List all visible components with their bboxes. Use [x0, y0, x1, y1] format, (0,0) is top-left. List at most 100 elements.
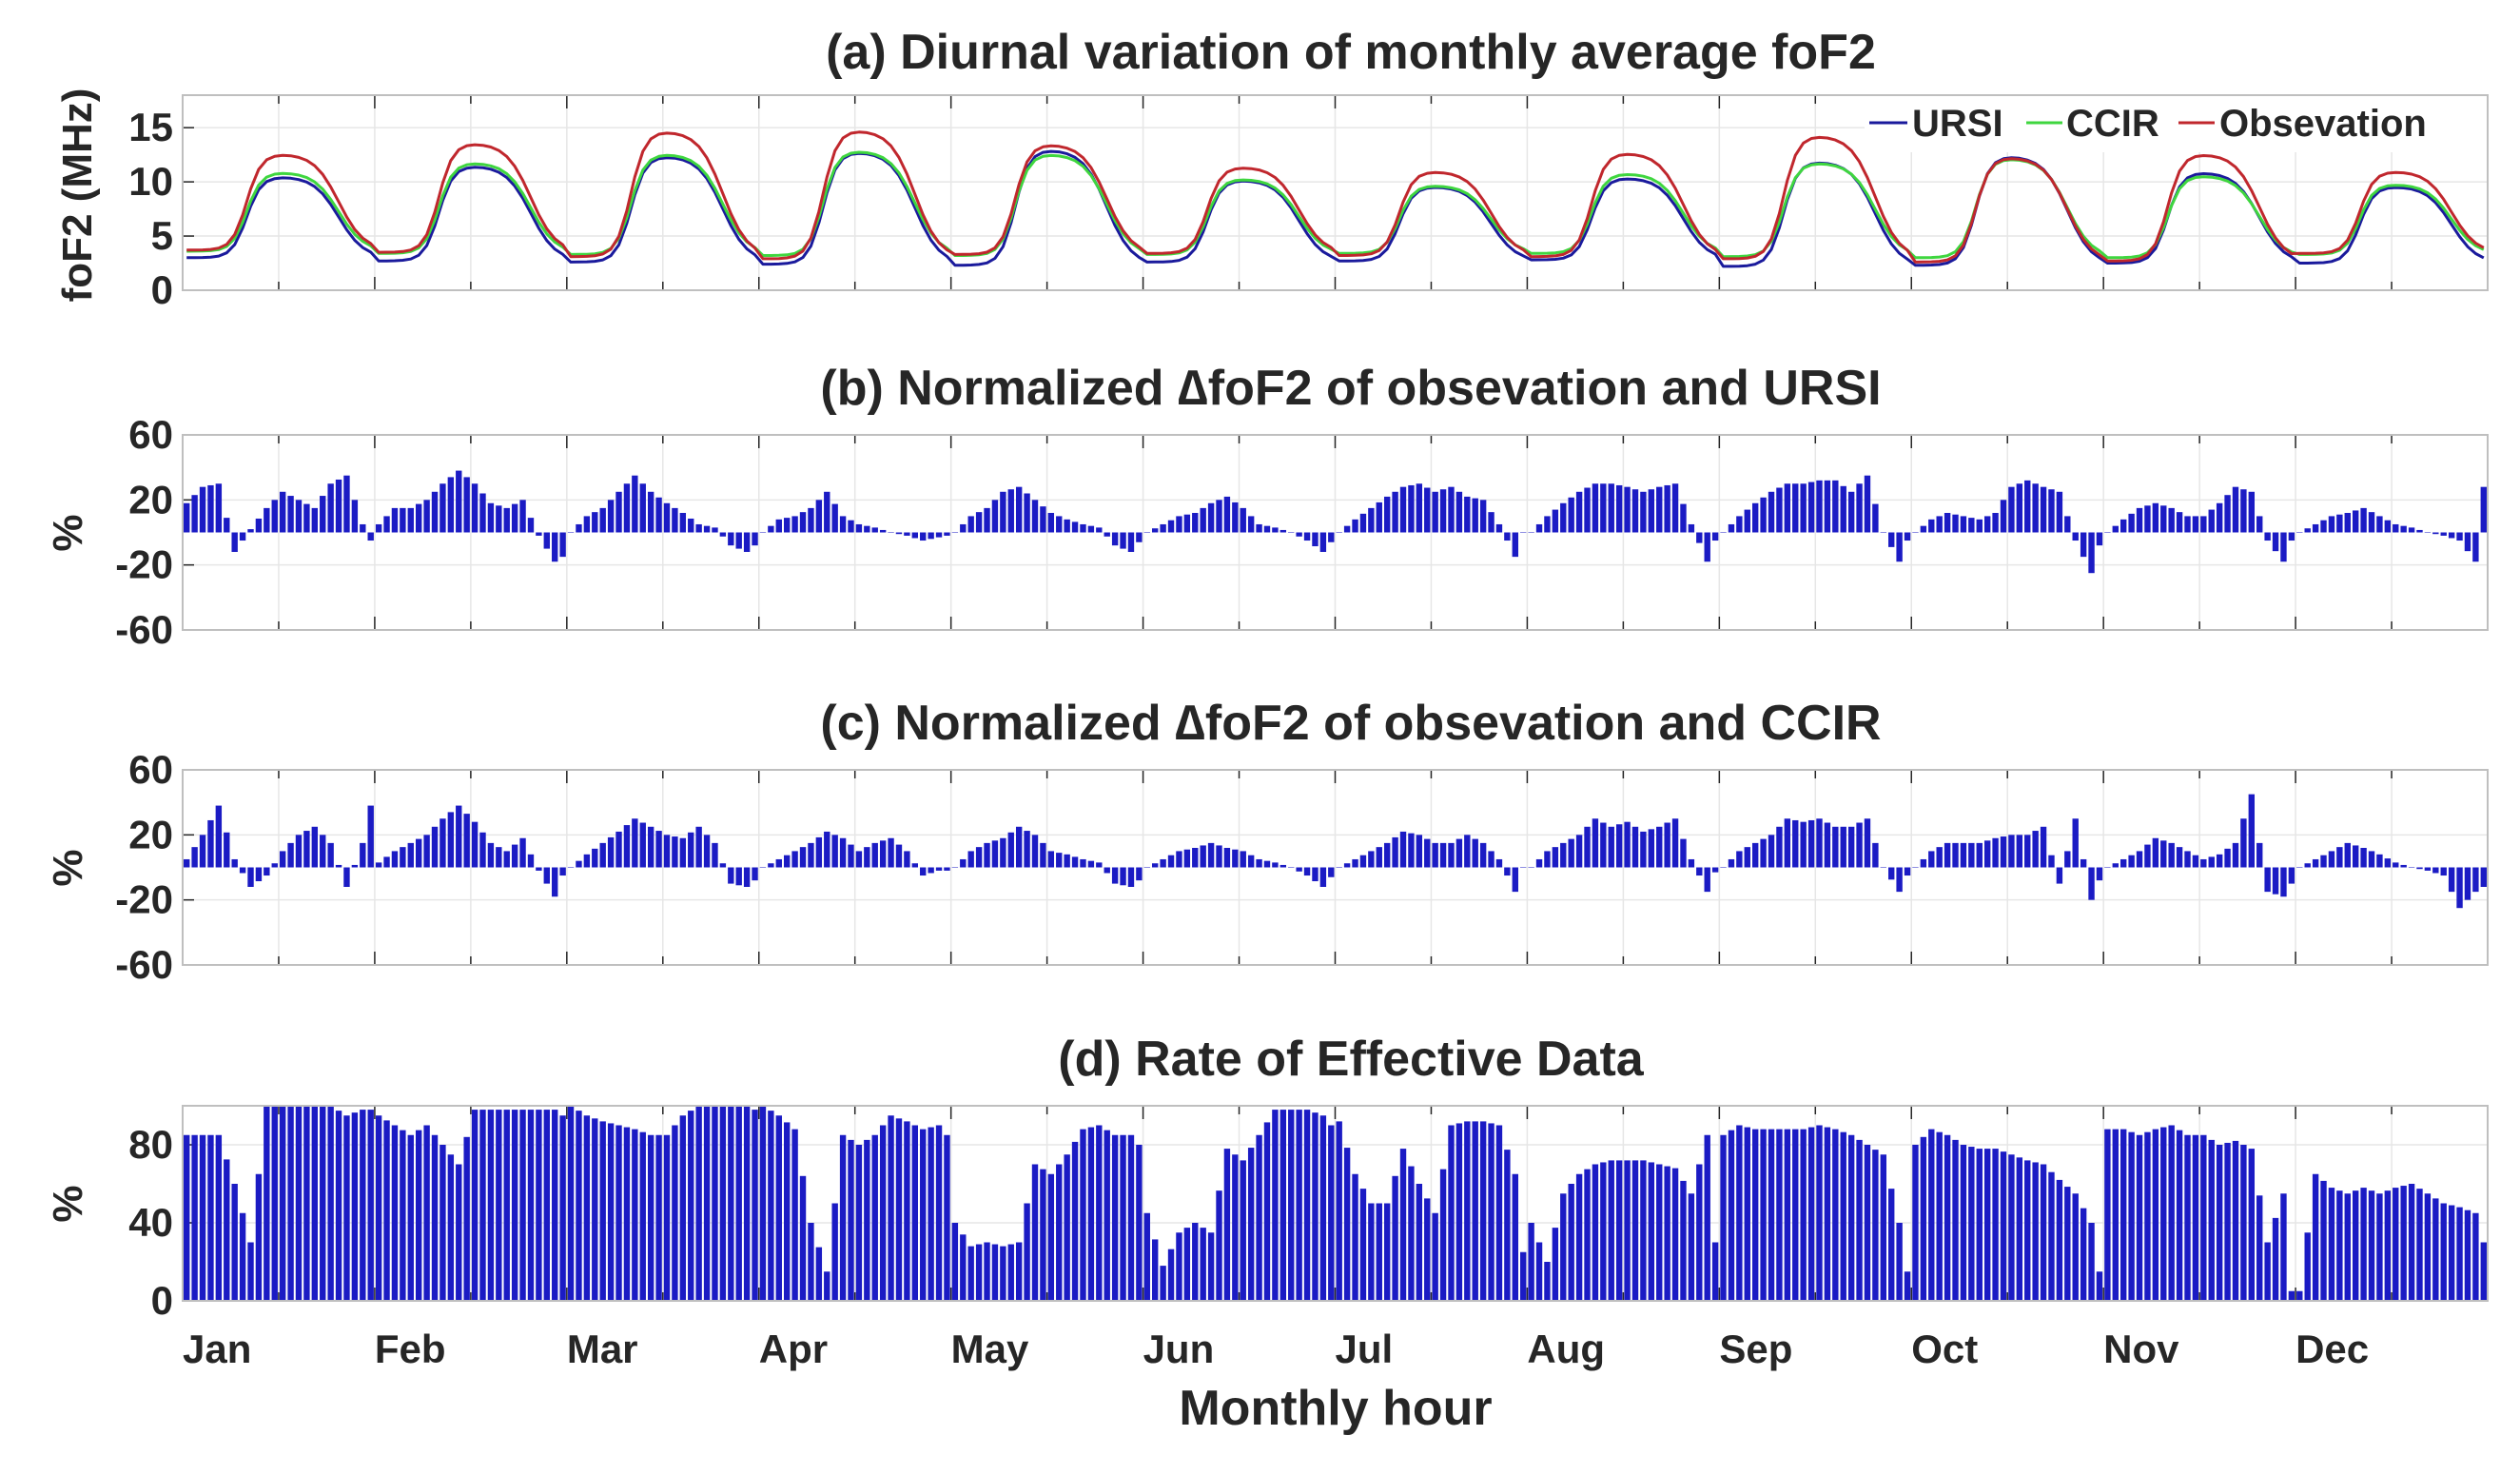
bar — [592, 1118, 598, 1301]
bar — [2168, 842, 2175, 868]
bar — [343, 1115, 350, 1301]
bar — [1680, 503, 1687, 533]
bar — [2088, 532, 2095, 574]
bar — [1792, 1129, 1799, 1301]
bar — [759, 867, 767, 868]
bar — [1928, 1129, 1935, 1301]
bar — [1408, 1166, 1415, 1301]
bar — [1071, 856, 1079, 868]
bar — [623, 1127, 631, 1301]
bar — [1488, 851, 1494, 868]
bar — [1872, 503, 1879, 533]
bar — [1704, 1134, 1710, 1301]
bar — [239, 1212, 246, 1301]
bar — [247, 867, 254, 887]
month-label-sep: Sep — [1719, 1327, 1792, 1371]
bar — [1671, 1168, 1679, 1301]
bar — [2224, 495, 2231, 533]
bar — [2328, 1188, 2335, 1301]
bar — [2448, 1205, 2455, 1301]
bar — [2168, 507, 2175, 533]
bar — [1359, 513, 1367, 533]
bar — [2096, 867, 2103, 881]
bar — [743, 867, 751, 887]
bar — [207, 819, 214, 868]
bar — [2424, 1193, 2432, 1301]
bar — [1368, 1203, 1375, 1301]
bar — [1288, 532, 1295, 533]
bar — [848, 520, 854, 533]
bar — [1720, 1134, 1727, 1301]
bar — [655, 1134, 662, 1301]
bar — [1776, 826, 1783, 868]
bar — [1183, 849, 1191, 868]
bar — [1896, 532, 1903, 562]
bar — [1600, 1162, 1607, 1301]
bar — [1520, 1251, 1527, 1301]
bar — [1455, 838, 1463, 868]
bar — [1752, 842, 1759, 868]
bar — [1872, 842, 1879, 868]
bar — [1408, 484, 1415, 533]
bar — [1504, 1150, 1511, 1302]
bar — [1143, 1212, 1150, 1301]
bar — [2024, 1160, 2031, 1301]
bar — [303, 503, 310, 533]
bar — [2184, 516, 2191, 533]
bar — [599, 1121, 606, 1301]
bar — [1600, 483, 1607, 533]
bar — [1847, 491, 1855, 533]
bar — [391, 507, 399, 533]
bar — [1111, 532, 1119, 546]
bar — [1136, 532, 1143, 542]
bar — [1872, 1150, 1879, 1302]
bar — [1368, 851, 1375, 868]
bar — [559, 867, 566, 876]
bar — [1640, 831, 1647, 868]
bar — [1992, 513, 1999, 533]
bar — [1544, 851, 1551, 868]
bar — [447, 1154, 455, 1301]
bar — [2064, 516, 2071, 533]
panel-d-ylabel: % — [45, 1185, 91, 1222]
bar — [2440, 532, 2447, 536]
bar — [607, 1123, 615, 1301]
bar — [1704, 532, 1710, 562]
bar — [1376, 847, 1382, 868]
bar — [1592, 483, 1599, 533]
bar — [2320, 520, 2327, 533]
bar — [639, 483, 646, 533]
bar — [1472, 1121, 1478, 1301]
bar — [672, 1125, 678, 1301]
bar — [559, 1115, 566, 1301]
bar — [855, 523, 863, 533]
bar — [1192, 848, 1199, 868]
bar — [2296, 532, 2303, 533]
bar — [1352, 1173, 1358, 1301]
bar — [808, 1223, 814, 1301]
bar — [2248, 794, 2255, 868]
panel-b-ytick-label: 60 — [128, 412, 173, 457]
bar — [1207, 1232, 1215, 1301]
bar — [1983, 840, 1991, 868]
bar — [1912, 532, 1919, 533]
bar — [2408, 1184, 2415, 1301]
bar — [1560, 1193, 1567, 1301]
bar — [879, 529, 887, 533]
bar — [1495, 1125, 1503, 1301]
bar — [632, 818, 638, 868]
bar — [2280, 532, 2287, 562]
bar — [2448, 532, 2455, 539]
panel-a-title: (a) Diurnal variation of monthly average… — [826, 25, 1876, 80]
bar — [1399, 831, 1407, 868]
bar — [2192, 516, 2199, 533]
bar — [1976, 1149, 1983, 1301]
bar — [1352, 519, 1358, 533]
bar — [1824, 480, 1831, 533]
bar — [1143, 867, 1150, 868]
bar — [871, 1134, 878, 1301]
bar — [1728, 523, 1735, 533]
bar — [224, 1159, 230, 1302]
bar — [2208, 509, 2215, 533]
bar — [815, 500, 823, 533]
